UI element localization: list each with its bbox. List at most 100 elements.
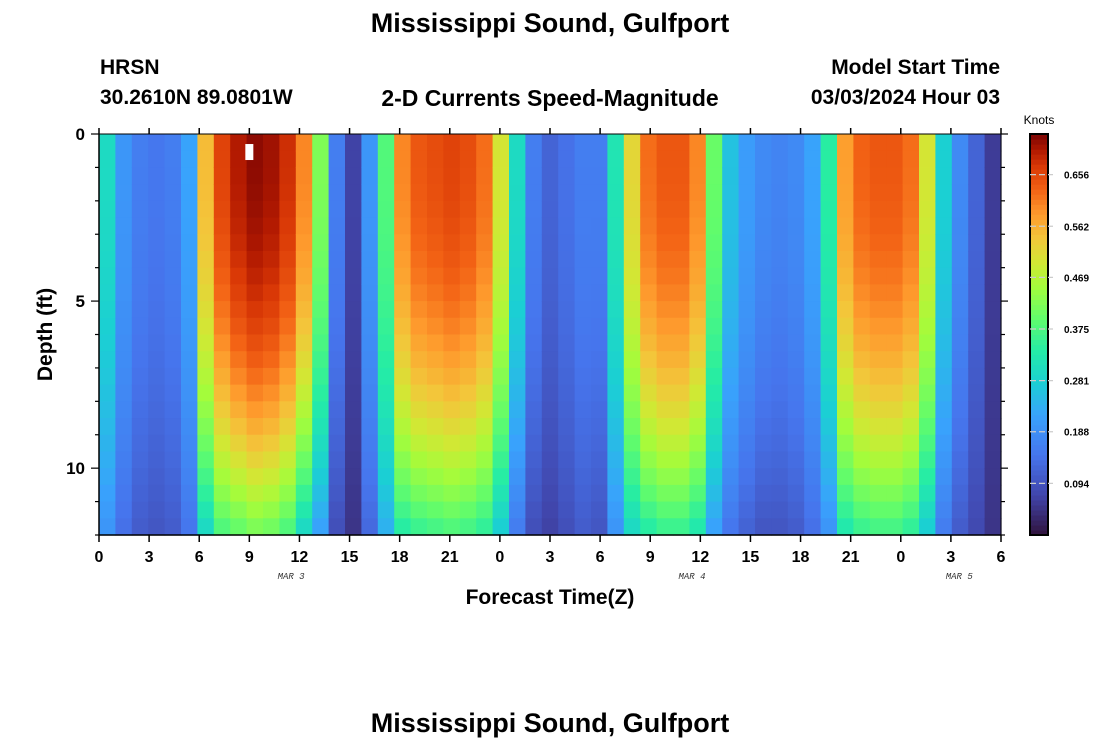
heatmap-cell: [99, 384, 116, 402]
heatmap-cell: [623, 200, 641, 219]
heatmap-cell: [345, 484, 362, 503]
heatmap-cell: [427, 384, 444, 402]
heatmap-cell: [853, 184, 871, 202]
heatmap-cell: [935, 200, 953, 219]
heatmap-cell: [181, 301, 198, 319]
heatmap-cell: [164, 284, 182, 302]
heatmap-cell: [787, 501, 805, 519]
heatmap-cell: [673, 351, 690, 369]
heatmap-cell: [869, 484, 887, 503]
x-tick-label: 3: [546, 549, 555, 566]
heatmap-cell: [148, 351, 166, 369]
heatmap-cell: [755, 250, 772, 269]
heatmap-cell: [558, 367, 576, 386]
colorbar-segment: [1030, 414, 1048, 421]
heatmap-cell: [902, 184, 920, 202]
colorbar-segment: [1030, 439, 1048, 446]
heatmap-cell: [984, 284, 1002, 302]
heatmap-cell: [345, 518, 362, 536]
heatmap-cell: [820, 234, 838, 252]
heatmap-cell: [443, 150, 461, 169]
heatmap-cell: [394, 451, 412, 469]
heatmap-cell: [886, 501, 904, 519]
colorbar-segment: [1030, 299, 1048, 306]
heatmap-cell: [771, 150, 789, 169]
heatmap-cell: [492, 484, 510, 503]
x-tick-label: 21: [441, 549, 459, 566]
heatmap-cell: [509, 284, 526, 302]
heatmap-cell: [935, 301, 953, 319]
heatmap-cell: [673, 234, 690, 252]
heatmap-cell: [541, 217, 559, 235]
heatmap-cell: [689, 501, 707, 519]
heatmap-cell: [263, 217, 280, 235]
heatmap-cell: [148, 184, 166, 202]
heatmap-cell: [705, 401, 723, 419]
colorbar-segment: [1030, 329, 1048, 336]
heatmap-cell: [476, 150, 494, 169]
heatmap-cell: [951, 200, 969, 219]
heatmap-cell: [574, 351, 592, 369]
heatmap-cell: [459, 267, 477, 285]
heatmap-cell: [394, 150, 412, 169]
heatmap-cell: [935, 468, 953, 486]
colorbar-segment: [1030, 214, 1048, 220]
heatmap-cell: [328, 234, 346, 252]
heatmap-cell: [295, 150, 313, 169]
heatmap-cell: [263, 518, 280, 536]
heatmap-cell: [820, 451, 838, 469]
heatmap-cell: [328, 301, 346, 319]
heatmap-cell: [164, 384, 182, 402]
heatmap-cell: [804, 468, 822, 486]
heatmap-cell: [919, 200, 936, 219]
heatmap-cell: [230, 418, 248, 436]
heatmap-cell: [853, 484, 871, 503]
heatmap-cell: [476, 284, 494, 302]
heatmap-cell: [377, 501, 395, 519]
heatmap-cell: [738, 501, 756, 519]
heatmap-cell: [263, 451, 280, 469]
heatmap-cell: [312, 317, 330, 336]
heatmap-cell: [459, 184, 477, 202]
heatmap-cell: [574, 184, 592, 202]
heatmap-cell: [377, 384, 395, 402]
heatmap-cell: [820, 434, 838, 453]
heatmap-cell: [99, 434, 116, 453]
heatmap-cell: [541, 284, 559, 302]
heatmap-cell: [263, 401, 280, 419]
heatmap-cell: [673, 468, 690, 486]
heatmap-cell: [919, 451, 936, 469]
colorbar-segment: [1030, 409, 1048, 416]
heatmap-cell: [263, 234, 280, 252]
heatmap-cell: [574, 217, 592, 235]
heatmap-cell: [656, 301, 674, 319]
heatmap-cell: [656, 418, 674, 436]
heatmap-cell: [246, 367, 264, 386]
colorbar-segment: [1030, 419, 1048, 426]
heatmap-cell: [525, 401, 543, 419]
heatmap-cell: [607, 401, 625, 419]
heatmap-cell: [148, 451, 166, 469]
heatmap-cell: [246, 351, 264, 369]
heatmap-cell: [164, 250, 182, 269]
heatmap-cell: [492, 334, 510, 352]
heatmap-cell: [131, 150, 149, 169]
heatmap-cell: [919, 267, 936, 285]
heatmap-cell: [459, 468, 477, 486]
heatmap-cell: [197, 267, 215, 285]
heatmap-cell: [722, 451, 740, 469]
heatmap-cell: [99, 267, 116, 285]
heatmap-cell: [755, 484, 772, 503]
heatmap-cell: [427, 134, 444, 152]
heatmap-cell: [246, 468, 264, 486]
heatmap-cell: [787, 234, 805, 252]
heatmap-cell: [541, 317, 559, 336]
heatmap-cell: [131, 434, 149, 453]
colorbar-segment: [1030, 294, 1048, 301]
heatmap-cell: [607, 317, 625, 336]
heatmap-cell: [377, 200, 395, 219]
heatmap-cell: [443, 134, 461, 152]
heatmap-cell: [476, 250, 494, 269]
heatmap-cell: [902, 267, 920, 285]
heatmap-cell: [525, 418, 543, 436]
